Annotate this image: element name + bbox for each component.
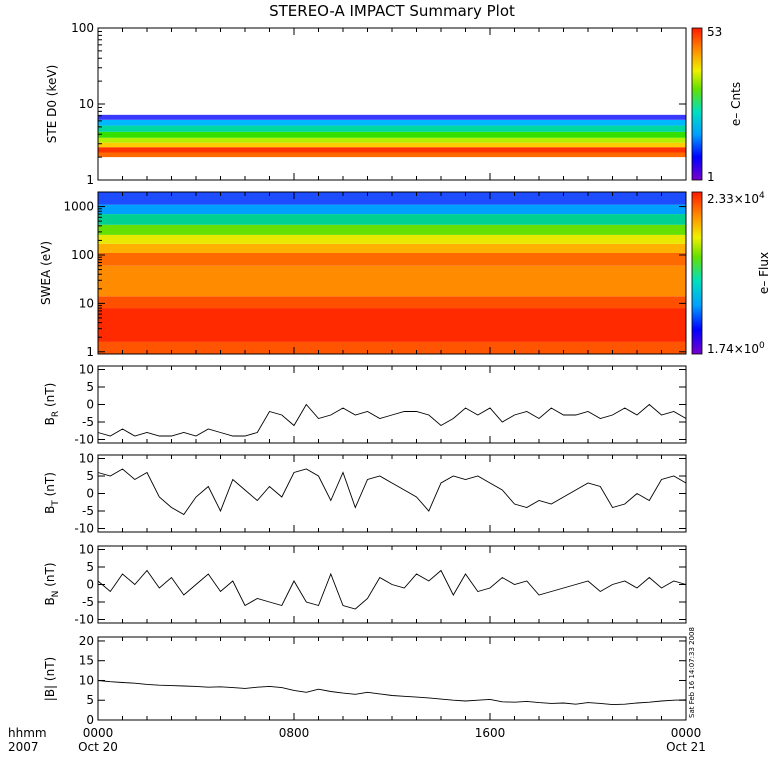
swea-heatmap bbox=[98, 192, 686, 354]
timestamp: Sat Feb 16 14:07:33 2008 bbox=[688, 627, 696, 718]
ste-band-3 bbox=[98, 137, 686, 143]
bn-y-axis: -10 -5 0 5 10 bbox=[74, 543, 686, 627]
br-ytick-label-1: -5 bbox=[82, 415, 94, 429]
ste-band-2 bbox=[98, 142, 686, 148]
x-tick-label-1: 0800 bbox=[279, 726, 310, 740]
ste-ytick-label-0: 1 bbox=[86, 173, 94, 187]
swea-ylabel: SWEA (eV) bbox=[39, 241, 53, 305]
x-tick-date-0: Oct 20 bbox=[78, 740, 118, 754]
swea-band-8 bbox=[98, 214, 686, 225]
figure-title: STEREO-A IMPACT Summary Plot bbox=[269, 2, 515, 20]
x-tick-label-2: 1600 bbox=[475, 726, 506, 740]
x-tick-date-3: Oct 21 bbox=[666, 740, 706, 754]
ste-colorbar-bar bbox=[691, 27, 703, 181]
ste-ylabel: STE D0 (keV) bbox=[45, 65, 59, 144]
bmag-series-line bbox=[97, 680, 687, 706]
swea-ytick-label-3: 1000 bbox=[63, 200, 94, 214]
ste-y-axis: 1 10 100 bbox=[71, 21, 686, 187]
bt-ytick-label-3: 5 bbox=[86, 469, 94, 483]
swea-band-6 bbox=[98, 234, 686, 244]
bt-y-axis: -10 -5 0 5 10 bbox=[74, 452, 686, 536]
swea-colorbar-max: 2.33×104 bbox=[707, 191, 765, 206]
bn-ytick-label-2: 0 bbox=[86, 578, 94, 592]
ste-colorbar-min: 1 bbox=[707, 170, 715, 184]
swea-band-7 bbox=[98, 224, 686, 235]
bn-ylabel: BN (nT) bbox=[43, 562, 61, 605]
bn-panel: -10 -5 0 5 10 BN (nT) bbox=[43, 543, 687, 627]
ste-colorbar-label: e– Cnts bbox=[729, 82, 743, 126]
swea-band-4 bbox=[98, 252, 686, 266]
ste-frame bbox=[97, 27, 687, 181]
swea-band-1 bbox=[98, 308, 686, 342]
br-ytick-label-3: 5 bbox=[86, 380, 94, 394]
ste-ytick-label-1: 10 bbox=[79, 97, 94, 111]
ste-band-6 bbox=[98, 119, 686, 126]
ste-panel: 1 10 100 STE D0 (keV) 53 1 e– Cnts bbox=[45, 21, 743, 187]
bmag-ylabel: |B| (nT) bbox=[43, 657, 57, 701]
bt-ytick-label-4: 10 bbox=[79, 452, 94, 466]
bt-panel: -10 -5 0 5 10 BT (nT) bbox=[43, 452, 687, 536]
ste-heatmap bbox=[98, 114, 686, 158]
br-ytick-label-0: -10 bbox=[74, 433, 94, 447]
ste-ytick-label-2: 100 bbox=[71, 21, 94, 35]
swea-band-2 bbox=[98, 296, 686, 309]
bt-series-line bbox=[97, 468, 687, 516]
swea-colorbar-bar bbox=[691, 191, 703, 355]
bt-ytick-label-0: -10 bbox=[74, 522, 94, 536]
swea-ytick-label-0: 1 bbox=[86, 345, 94, 359]
bmag-ytick-label-3: 15 bbox=[79, 654, 94, 668]
bmag-y-axis: 0 5 10 15 20 bbox=[79, 634, 686, 727]
x-tick-label-3: 0000 bbox=[671, 726, 702, 740]
bmag-panel: 0 5 10 15 20 |B| (nT) Sat Feb 16 14:07:33 20… bbox=[43, 627, 696, 727]
bt-ytick-label-2: 0 bbox=[86, 487, 94, 501]
swea-colorbar-label: e– Flux bbox=[757, 252, 771, 294]
ste-band-0 bbox=[98, 152, 686, 158]
bmag-ytick-label-0: 0 bbox=[86, 713, 94, 727]
bmag-ytick-label-4: 20 bbox=[79, 634, 94, 648]
x-axis-title-bottom: 2007 bbox=[8, 740, 39, 754]
x-axis-title-top: hhmm bbox=[8, 726, 47, 740]
ste-colorbar-max: 53 bbox=[707, 25, 722, 39]
bn-series-line bbox=[97, 569, 687, 610]
swea-band-9 bbox=[98, 204, 686, 215]
br-frame bbox=[97, 365, 687, 444]
swea-band-3 bbox=[98, 265, 686, 297]
bn-ytick-label-1: -5 bbox=[82, 595, 94, 609]
bt-frame bbox=[97, 454, 687, 533]
swea-ytick-label-2: 100 bbox=[71, 248, 94, 262]
br-ytick-label-4: 10 bbox=[79, 363, 94, 377]
ste-band-5 bbox=[98, 125, 686, 132]
bt-ytick-label-1: -5 bbox=[82, 504, 94, 518]
ste-band-1 bbox=[98, 147, 686, 153]
bn-ytick-label-4: 10 bbox=[79, 543, 94, 557]
swea-band-5 bbox=[98, 243, 686, 253]
ste-band-7 bbox=[98, 114, 686, 120]
swea-colorbar-min: 1.74×100 bbox=[707, 341, 765, 356]
br-y-axis: -10 -5 0 5 10 bbox=[74, 363, 686, 447]
ste-colorbar: 53 1 e– Cnts bbox=[691, 25, 743, 184]
x-tick-label-0: 0000 bbox=[83, 726, 114, 740]
br-ytick-label-2: 0 bbox=[86, 398, 94, 412]
swea-colorbar: 2.33×104 1.74×100 e– Flux bbox=[691, 191, 771, 356]
br-series-line bbox=[97, 403, 687, 437]
bmag-ytick-label-2: 10 bbox=[79, 673, 94, 687]
swea-ytick-label-1: 10 bbox=[79, 296, 94, 310]
swea-y-axis: 1 10 100 1000 bbox=[63, 200, 686, 359]
bn-ytick-label-3: 5 bbox=[86, 560, 94, 574]
ste-band-4 bbox=[98, 131, 686, 138]
br-ylabel: BR (nT) bbox=[43, 383, 61, 426]
swea-panel: 1 10 100 1000 SWEA (eV) 2.33×104 1.74×100 e… bbox=[39, 191, 771, 359]
bt-ylabel: BT (nT) bbox=[43, 472, 61, 514]
bn-ytick-label-0: -10 bbox=[74, 613, 94, 627]
br-panel: -10 -5 0 5 10 BR (nT) bbox=[43, 363, 687, 447]
bmag-ytick-label-1: 5 bbox=[86, 693, 94, 707]
bmag-frame bbox=[97, 636, 687, 721]
